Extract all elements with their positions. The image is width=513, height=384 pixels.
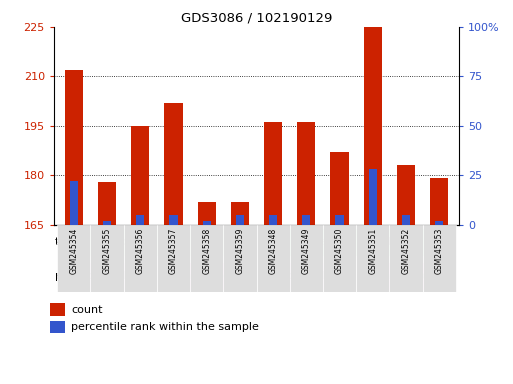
Bar — [402, 215, 410, 225]
Bar — [57, 262, 157, 290]
Bar — [397, 166, 415, 225]
Text: GSM245352: GSM245352 — [402, 228, 410, 274]
Bar — [231, 202, 249, 225]
Text: GSM245357: GSM245357 — [169, 228, 178, 275]
Text: GSM245354: GSM245354 — [69, 228, 78, 275]
Bar — [336, 215, 344, 225]
Bar — [256, 228, 456, 257]
Text: tissue: tissue — [54, 237, 88, 247]
Text: percentile rank within the sample: percentile rank within the sample — [71, 322, 259, 332]
Bar — [169, 215, 177, 225]
Text: control: control — [287, 271, 326, 281]
Bar — [57, 225, 90, 292]
Bar — [157, 262, 256, 290]
Text: iron overload: iron overload — [170, 271, 244, 281]
Text: GSM245351: GSM245351 — [368, 228, 377, 274]
Text: GSM245356: GSM245356 — [136, 228, 145, 275]
Text: GSM245358: GSM245358 — [202, 228, 211, 274]
Bar — [203, 221, 211, 225]
Text: GSM245353: GSM245353 — [435, 228, 444, 275]
Bar — [164, 103, 183, 225]
Bar — [124, 225, 157, 292]
Bar — [90, 225, 124, 292]
Bar — [50, 321, 65, 333]
Bar — [435, 221, 443, 225]
Text: count: count — [71, 305, 103, 314]
Bar — [423, 225, 456, 292]
Text: control: control — [88, 271, 126, 281]
Bar — [57, 228, 256, 257]
Bar — [50, 303, 65, 316]
Bar — [65, 70, 83, 225]
Bar — [256, 262, 356, 290]
Bar — [198, 202, 216, 225]
Bar — [98, 182, 116, 225]
Bar — [330, 152, 349, 225]
Bar — [356, 262, 456, 290]
Bar — [297, 122, 315, 225]
Text: GSM245359: GSM245359 — [235, 228, 244, 275]
Bar — [269, 215, 277, 225]
Bar — [264, 122, 282, 225]
Text: GSM245349: GSM245349 — [302, 228, 311, 275]
Text: GSM245355: GSM245355 — [103, 228, 111, 275]
Bar — [364, 27, 382, 225]
Text: GSM245350: GSM245350 — [335, 228, 344, 275]
Bar — [389, 225, 423, 292]
Bar — [369, 169, 377, 225]
Text: cardiac muscle: cardiac muscle — [314, 237, 398, 247]
Text: protocol: protocol — [54, 271, 100, 281]
Bar — [136, 215, 144, 225]
Title: GDS3086 / 102190129: GDS3086 / 102190129 — [181, 11, 332, 24]
Bar — [256, 225, 290, 292]
Text: skeletal muscle: skeletal muscle — [113, 237, 200, 247]
Bar — [236, 215, 244, 225]
Bar — [131, 126, 149, 225]
Bar — [103, 221, 111, 225]
Bar — [302, 215, 310, 225]
Bar — [430, 179, 448, 225]
Bar — [157, 225, 190, 292]
Bar — [190, 225, 223, 292]
Bar — [290, 225, 323, 292]
Bar — [70, 181, 78, 225]
Bar — [323, 225, 356, 292]
Text: GSM245348: GSM245348 — [269, 228, 278, 274]
Text: iron overload: iron overload — [369, 271, 443, 281]
Bar — [223, 225, 256, 292]
Bar — [356, 225, 389, 292]
